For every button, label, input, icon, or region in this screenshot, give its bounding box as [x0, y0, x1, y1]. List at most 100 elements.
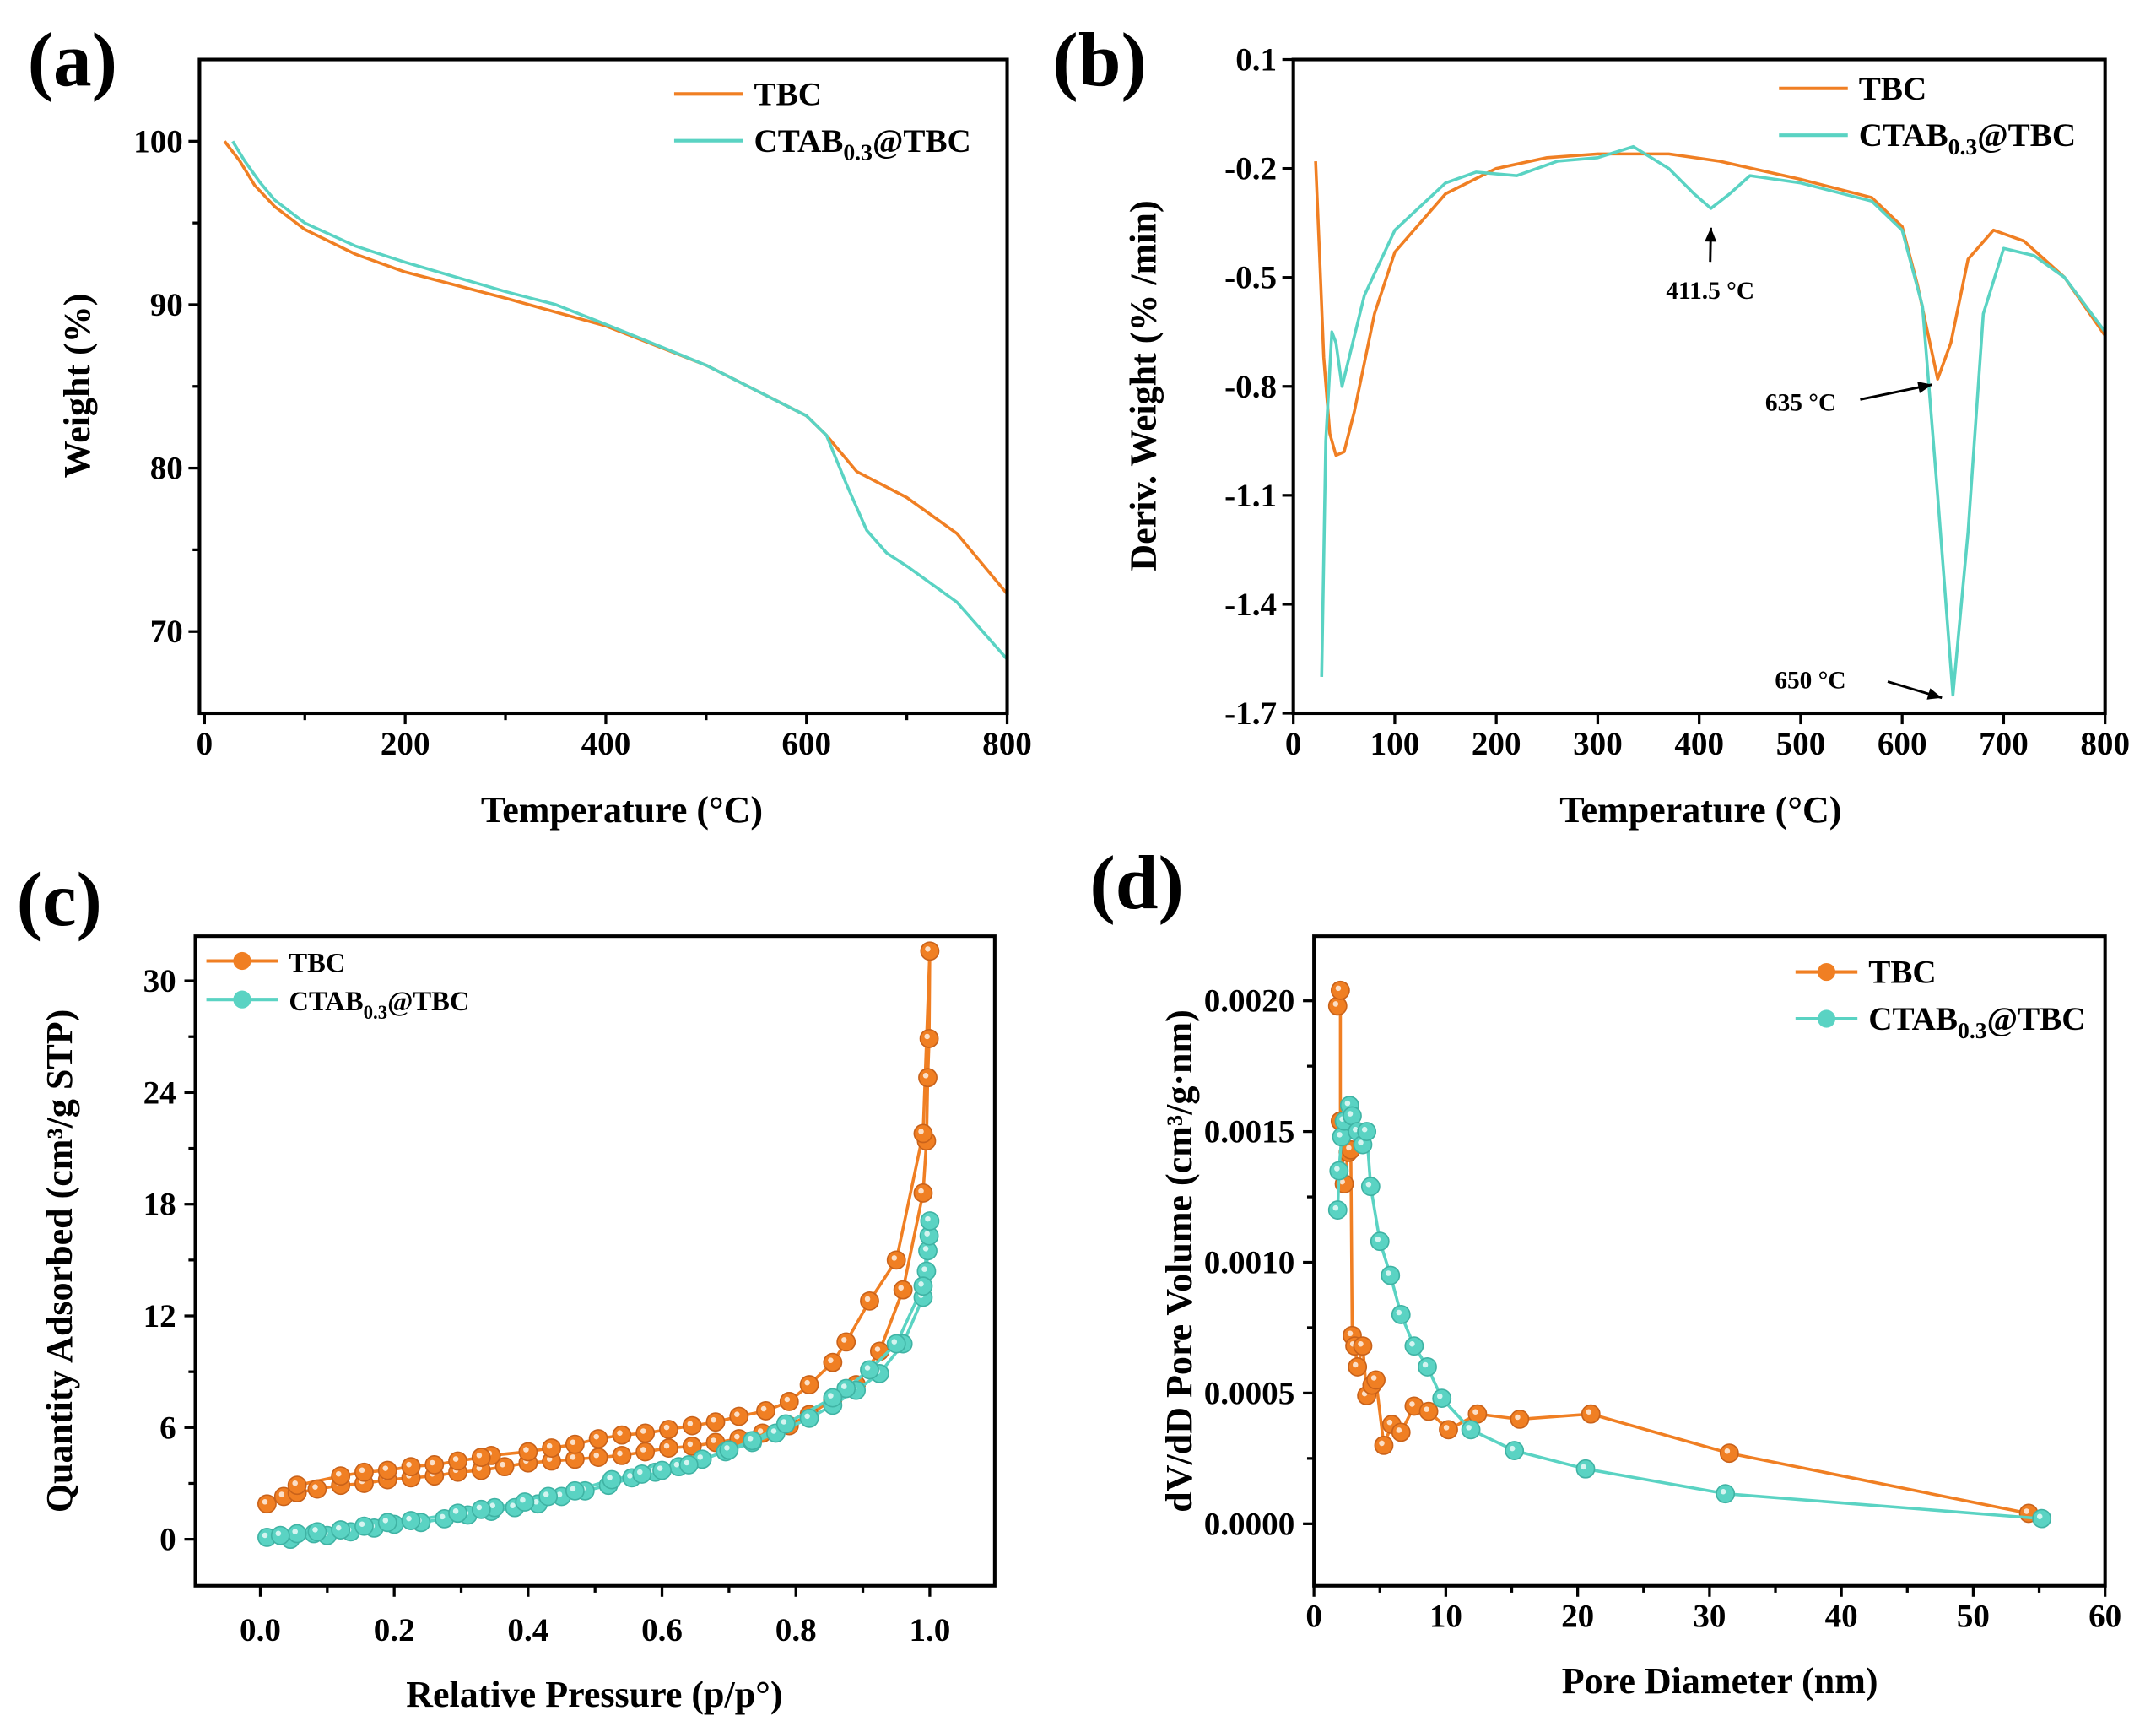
x-tick-label: 10 [1429, 1599, 1462, 1635]
data-point [331, 1520, 351, 1540]
data-point [682, 1436, 702, 1456]
x-tick-label: 800 [982, 726, 1032, 762]
data-point-highlight [687, 1441, 694, 1448]
data-point-highlight [1335, 985, 1342, 992]
x-tick-label: 400 [1674, 726, 1724, 762]
data-point-highlight [1724, 1448, 1731, 1454]
data-point-highlight [593, 1452, 599, 1459]
legend-label-main: TBC [754, 76, 822, 112]
data-point [1360, 1177, 1381, 1197]
legend-label-rest: @TBC [873, 123, 971, 160]
data-point [1391, 1305, 1411, 1324]
data-point [729, 1406, 749, 1426]
legend-label-ctab: CTAB0.3@TBC [289, 987, 469, 1023]
data-point-highlight [2036, 1513, 2043, 1519]
annotation-arrowhead [1917, 382, 1932, 393]
panel-label: (b) [1052, 18, 1147, 103]
data-point-highlight [452, 1508, 459, 1514]
x-tick-label: 500 [1776, 726, 1826, 762]
x-tick-label: 800 [2080, 726, 2130, 762]
data-point-highlight [312, 1484, 318, 1490]
legend-label-ctab: CTAB0.3@TBC [1868, 1001, 2085, 1043]
x-axis-title: Temperature (°C) [481, 789, 763, 831]
data-point-highlight [828, 1357, 834, 1363]
data-point-highlight [476, 1504, 483, 1511]
data-point-highlight [406, 1515, 412, 1522]
data-point-highlight [841, 1337, 847, 1343]
data-point [588, 1448, 608, 1468]
data-point [307, 1479, 327, 1499]
data-point-highlight [335, 1470, 342, 1477]
data-point [2032, 1508, 2052, 1529]
data-point-highlight [452, 1456, 459, 1462]
data-point-highlight [918, 1281, 924, 1287]
legend: TBC CTAB0.3@TBC [1795, 955, 2086, 1043]
data-point-highlight [1346, 1145, 1352, 1151]
x-tick-label: 0 [197, 726, 213, 762]
data-point-highlight [1379, 1440, 1385, 1447]
data-point-highlight [570, 1454, 576, 1460]
x-tick-label: 1.0 [909, 1612, 950, 1648]
legend-label-subscript: 0.3 [1948, 133, 1978, 160]
x-axis-title: Temperature (°C) [1559, 789, 1841, 831]
data-point-highlight [382, 1465, 389, 1471]
legend-label-subscript: 0.3 [1958, 1017, 1987, 1043]
data-point [518, 1442, 538, 1462]
data-point [1575, 1459, 1596, 1479]
legend-label-tbc: TBC [289, 949, 345, 979]
data-point-highlight [657, 1465, 663, 1471]
legend-label-main: CTAB [1859, 117, 1948, 154]
data-point-highlight [1361, 1126, 1368, 1133]
data-point-highlight [924, 1033, 930, 1040]
data-point [920, 941, 940, 961]
data-point-highlight [711, 1416, 716, 1423]
data-point-highlight [663, 1424, 670, 1431]
panel-label: (d) [1089, 841, 1184, 926]
annotation-arrowhead [1705, 227, 1717, 242]
data-point-highlight [1358, 1340, 1364, 1347]
data-point [1432, 1388, 1452, 1409]
data-point [823, 1388, 843, 1408]
data-point-highlight [1334, 1166, 1340, 1172]
data-point-highlight [734, 1433, 740, 1440]
data-point [565, 1480, 585, 1501]
data-point-highlight [1396, 1427, 1402, 1433]
data-point [1505, 1441, 1525, 1460]
y-tick-label: -0.5 [1224, 260, 1277, 296]
data-point-highlight [1515, 1414, 1521, 1421]
data-point-highlight [1344, 1100, 1351, 1107]
data-point-highlight [1358, 1139, 1364, 1145]
x-tick-label: 200 [1472, 726, 1521, 762]
data-point-highlight [1409, 1401, 1415, 1407]
data-point [270, 1525, 290, 1545]
series-line-ctab [1336, 1103, 2042, 1520]
data-point-highlight [617, 1430, 623, 1436]
legend-label-tbc: TBC [754, 76, 822, 112]
data-point-highlight [841, 1383, 847, 1389]
data-point [659, 1420, 678, 1439]
legend-label-subscript: 0.3 [843, 139, 873, 165]
legend-label-rest: @TBC [1987, 1001, 2086, 1037]
data-point-highlight [489, 1502, 495, 1508]
data-point-highlight [439, 1513, 446, 1520]
data-point-highlight [1375, 1237, 1381, 1242]
data-point [919, 1029, 939, 1048]
y-tick-label: 100 [133, 123, 183, 160]
data-point [1327, 1200, 1348, 1220]
data-point-highlight [925, 946, 931, 952]
data-point-highlight [292, 1529, 298, 1534]
data-point-highlight [262, 1532, 268, 1539]
data-point-highlight [1466, 1425, 1472, 1431]
data-point-highlight [335, 1524, 342, 1531]
data-point-highlight [747, 1436, 754, 1442]
data-point-highlight [760, 1405, 767, 1412]
data-point [1353, 1336, 1373, 1356]
data-point [354, 1462, 374, 1482]
data-point-highlight [617, 1450, 623, 1457]
data-point [354, 1516, 374, 1536]
data-point-highlight [1365, 1181, 1372, 1188]
data-point [860, 1291, 879, 1311]
data-point-highlight [359, 1521, 365, 1528]
x-tick-label: 0.4 [507, 1612, 548, 1648]
